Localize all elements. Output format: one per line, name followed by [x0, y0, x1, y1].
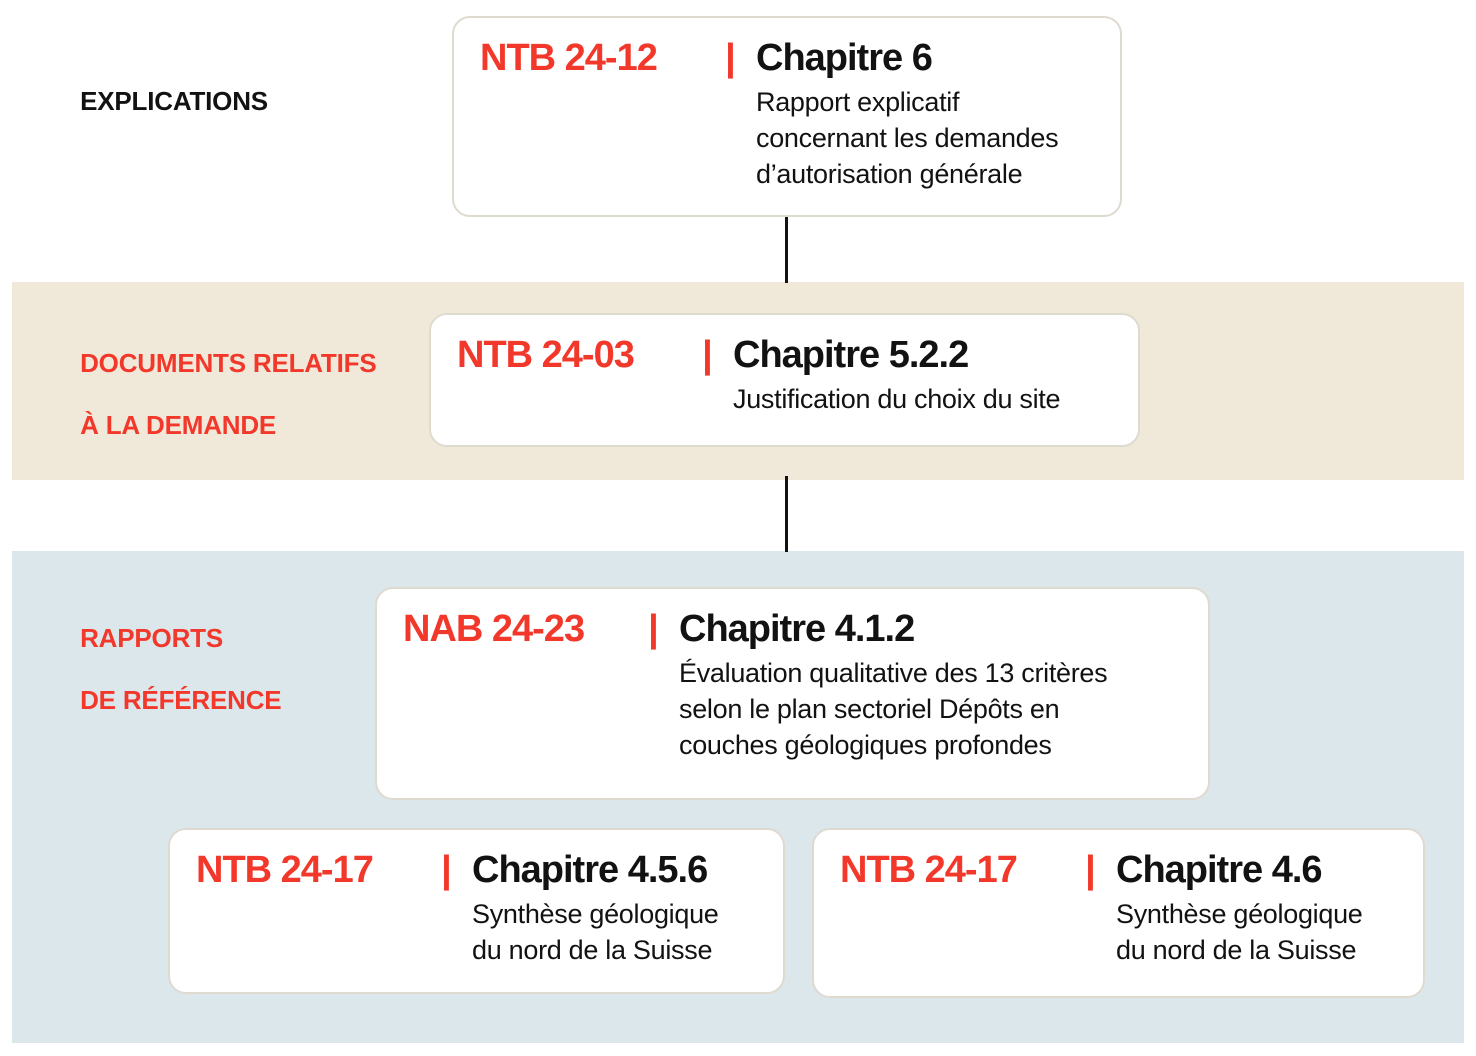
report-code: NTB 24-12 [480, 37, 658, 79]
subtitle-line: du nord de la Suisse [472, 935, 713, 965]
subtitle-line: du nord de la Suisse [1116, 935, 1357, 965]
subtitle-line: Justification du choix du site [733, 384, 1061, 414]
pipe-separator: | [1085, 849, 1096, 891]
subtitle-line: Rapport explicatif [756, 87, 960, 117]
section-label-line: À LA DEMANDE [80, 410, 277, 440]
section-label-documents-demande: DOCUMENTS RELATIFS À LA DEMANDE [52, 317, 377, 472]
chapter-reference: Chapitre 4.6 [1116, 849, 1323, 891]
pipe-separator: | [702, 334, 713, 376]
report-subtitle: Synthèse géologique du nord de la Suisse [458, 896, 765, 968]
report-subtitle: Évaluation qualitative des 13 critères s… [665, 655, 1190, 763]
subtitle-line: Synthèse géologique [472, 899, 719, 929]
subtitle-line: Synthèse géologique [1116, 899, 1363, 929]
connector-card2-card3 [785, 476, 788, 552]
card-ntb-24-17-ch456: NTB 24-17 | Chapitre 4.5.6 Synthèse géol… [168, 828, 785, 994]
report-code: NAB 24-23 [403, 608, 585, 650]
section-label-line: DOCUMENTS RELATIFS [80, 348, 377, 378]
report-code: NTB 24-17 [196, 849, 374, 891]
section-label-line: RAPPORTS [80, 623, 223, 653]
chapter-reference: Chapitre 6 [756, 37, 933, 79]
report-subtitle: Justification du choix du site [719, 381, 1120, 417]
card-nab-24-23: NAB 24-23 | Chapitre 4.1.2 Évaluation qu… [375, 587, 1210, 800]
subtitle-line: selon le plan sectoriel Dépôts en [679, 694, 1060, 724]
chapter-reference: Chapitre 4.5.6 [472, 849, 708, 891]
report-subtitle: Rapport explicatif concernant les demand… [742, 84, 1102, 192]
section-label-line: DE RÉFÉRENCE [80, 685, 282, 715]
section-label-rapports-reference: RAPPORTS DE RÉFÉRENCE [52, 592, 281, 747]
report-code: NTB 24-03 [457, 334, 635, 376]
section-label-explications: EXPLICATIONS [52, 55, 268, 148]
chapter-reference: Chapitre 4.1.2 [679, 608, 915, 650]
card-ntb-24-17-ch46: NTB 24-17 | Chapitre 4.6 Synthèse géolog… [812, 828, 1425, 998]
subtitle-line: Évaluation qualitative des 13 critères [679, 658, 1108, 688]
subtitle-line: couches géologiques profondes [679, 730, 1052, 760]
card-ntb-24-12: NTB 24-12 | Chapitre 6 Rapport explicati… [452, 16, 1122, 217]
card-ntb-24-03: NTB 24-03 | Chapitre 5.2.2 Justification… [429, 313, 1140, 447]
connector-card1-card2 [785, 216, 788, 283]
chapter-reference: Chapitre 5.2.2 [733, 334, 969, 376]
pipe-separator: | [648, 608, 659, 650]
report-subtitle: Synthèse géologique du nord de la Suisse [1102, 896, 1405, 968]
subtitle-line: d’autorisation générale [756, 159, 1023, 189]
pipe-separator: | [441, 849, 452, 891]
subtitle-line: concernant les demandes [756, 123, 1059, 153]
report-code: NTB 24-17 [840, 849, 1018, 891]
section-label-line: EXPLICATIONS [80, 86, 268, 116]
pipe-separator: | [725, 37, 736, 79]
